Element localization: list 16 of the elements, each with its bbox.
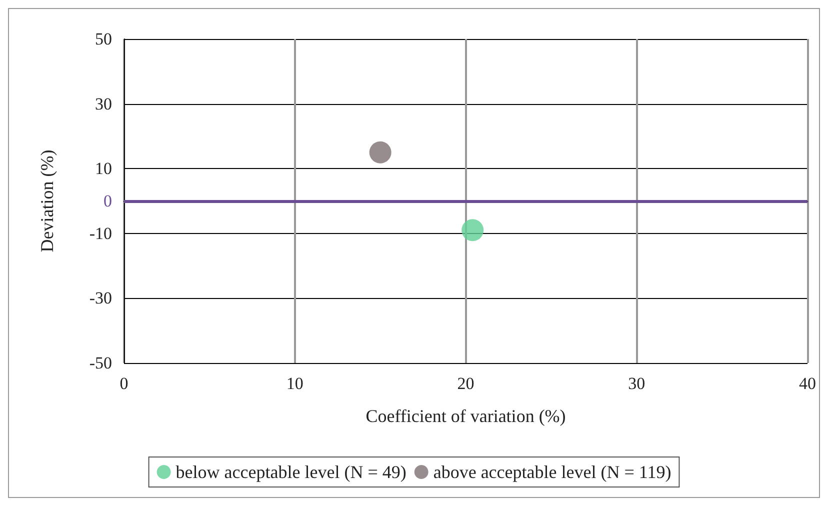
- legend-label: below acceptable level (N = 49): [176, 462, 406, 482]
- x-tick-label: 20: [457, 374, 474, 393]
- x-tick-label: 0: [120, 374, 128, 393]
- y-axis-title: Deviation (%): [37, 150, 57, 252]
- y-tick-label: 30: [95, 94, 112, 114]
- x-tick-label: 30: [628, 374, 646, 393]
- y-tick-label: -10: [89, 224, 112, 243]
- y-tick-label: -50: [89, 354, 112, 372]
- x-axis-title: Coefficient of variation (%): [366, 406, 566, 426]
- x-tick-label: 40: [799, 374, 816, 393]
- y-tick-label: 50: [95, 30, 112, 48]
- legend-label: above acceptable level (N = 119): [433, 462, 672, 482]
- y-tick-label: 0: [104, 192, 112, 210]
- x-tick-label: 10: [286, 374, 304, 393]
- y-tick-label: -30: [89, 288, 112, 308]
- y-tick-label: 10: [95, 159, 112, 178]
